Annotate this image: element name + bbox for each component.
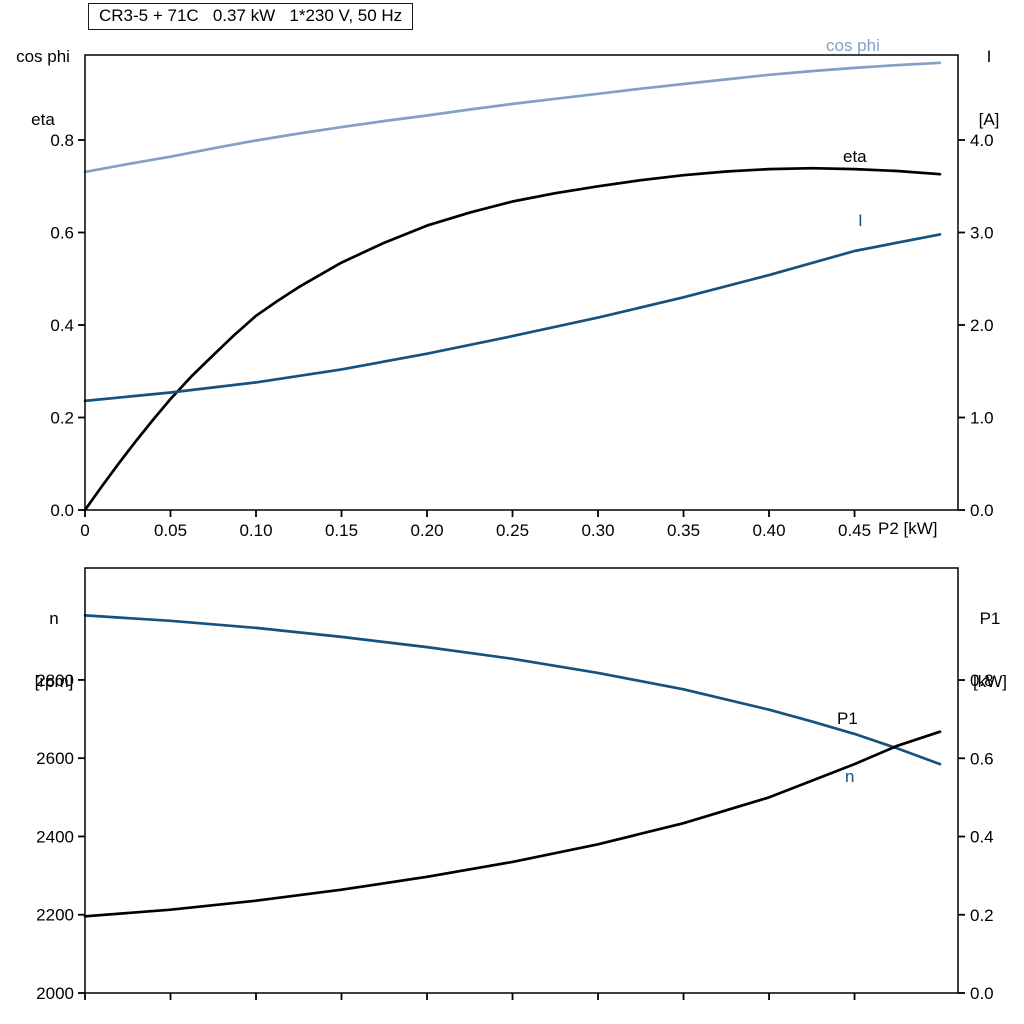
left-tick-label: 0.8 (50, 131, 74, 150)
x-tick-label: 0.45 (838, 521, 871, 540)
plot-top: 0 0.05 0.10 0.15 0.20 0.25 0.30 0.35 0.40 0.45 0.0… (50, 54, 994, 540)
right-tick-label: 4.0 (970, 131, 994, 150)
left-tick-label: 0.0 (50, 501, 74, 520)
x-axis-title: P2 [kW] (878, 519, 938, 538)
top-left-axis-title-line2: eta (31, 110, 55, 129)
left-tick-label: 2400 (36, 827, 74, 846)
bottom-right-axis-title: P1 [kW] (958, 566, 1022, 734)
x-tick-label: 0.25 (496, 521, 529, 540)
top-right-axis-title-line2: [A] (978, 110, 1000, 129)
right-tick-label: 0.6 (970, 749, 994, 768)
x-tick-label: 0.40 (752, 521, 785, 540)
cos-phi-curve-label: cos phi (826, 36, 880, 55)
right-tick-label: 3.0 (970, 224, 994, 243)
curve-cos-phi (83, 61, 942, 174)
left-tick-label: 0.4 (50, 316, 74, 335)
bottom-left-axis-title: n [rpm] (18, 566, 90, 734)
n-curve-label: n (845, 767, 855, 786)
plot-frame (84, 567, 959, 994)
right-tick-label: 1.0 (970, 409, 994, 428)
bottom-left-axis-title-line1: n (49, 609, 59, 628)
top-left-axis-title-line1: cos phi (16, 47, 70, 66)
x-tick-label: 0.35 (667, 521, 700, 540)
p1-curve-label: P1 (837, 709, 858, 728)
plot-frame (84, 54, 959, 511)
title-box: CR3-5 + 71C 0.37 kW 1*230 V, 50 Hz (88, 3, 414, 30)
current-curve-label: I (858, 211, 863, 230)
curve-n (83, 614, 942, 766)
right-tick-label: 2.0 (970, 316, 994, 335)
x-tick-label: 0.05 (154, 521, 187, 540)
eta-curve-label: eta (843, 147, 867, 166)
x-tick-label: 0.10 (239, 521, 272, 540)
right-tick-label: 0.0 (970, 984, 994, 1003)
bottom-right-axis-title-line2: [kW] (973, 672, 1007, 691)
right-tick-label: 0.8 (970, 671, 994, 690)
x-tick-label: 0.30 (581, 521, 614, 540)
curve-eta (83, 166, 942, 512)
x-tick-label: 0 (80, 521, 89, 540)
left-tick-label: 2600 (36, 749, 74, 768)
right-tick-label: 0.0 (970, 501, 994, 520)
top-left-axis-title: cos phi eta (2, 4, 84, 172)
bottom-right-axis-title-line1: P1 (979, 609, 1001, 628)
left-tick-label: 2800 (36, 671, 74, 690)
right-tick-label: 0.4 (970, 828, 994, 847)
right-tick-label: 0.2 (970, 906, 994, 925)
left-tick-label: 2000 (36, 984, 74, 1003)
top-right-axis-title: I [A] (958, 4, 1020, 172)
x-tick-label: 0.15 (325, 521, 358, 540)
left-tick-label: 0.2 (50, 409, 74, 428)
curve-p1 (83, 730, 942, 918)
bottom-left-axis-title-line2: [rpm] (34, 672, 74, 691)
x-tick-label: 0.20 (410, 521, 443, 540)
top-right-axis-title-line1: I (986, 47, 992, 66)
left-tick-label: 0.6 (50, 224, 74, 243)
left-tick-label: 2200 (36, 906, 74, 925)
curve-i (83, 233, 942, 403)
plot-bottom: 2000 2200 2400 2600 2800 0.0 0.2 0.4 0.6 0.8 (36, 567, 994, 1003)
